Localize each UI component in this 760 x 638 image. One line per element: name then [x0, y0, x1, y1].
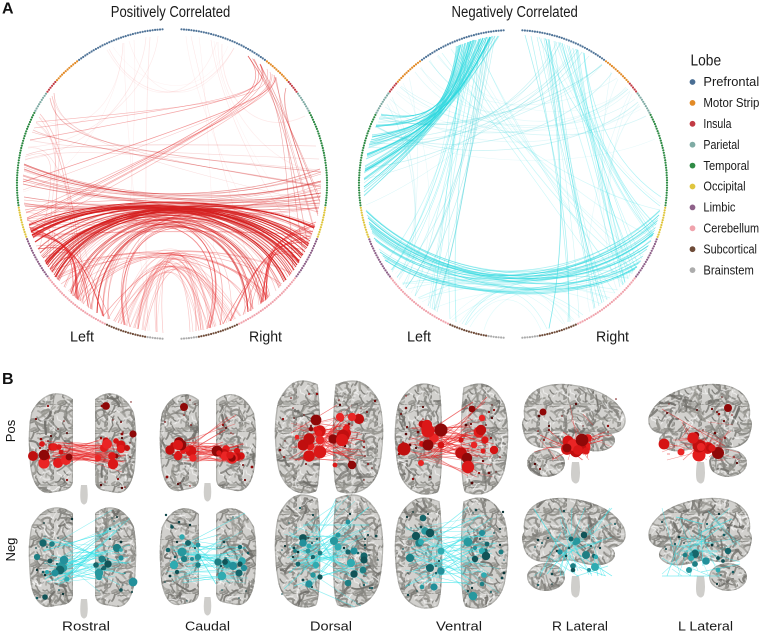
svg-text:Cerebellum: Cerebellum — [703, 221, 759, 236]
svg-text:Right: Right — [249, 329, 283, 346]
svg-text:Lobe: Lobe — [691, 53, 722, 70]
svg-text:Limbic: Limbic — [703, 200, 736, 215]
svg-text:Negatively Correlated: Negatively Correlated — [452, 4, 578, 21]
svg-text:Temporal: Temporal — [703, 158, 749, 173]
svg-text:Motor Strip: Motor Strip — [703, 95, 759, 110]
svg-text:Dorsal: Dorsal — [310, 620, 352, 634]
svg-text:Rostral: Rostral — [62, 620, 110, 634]
svg-text:Parietal: Parietal — [703, 137, 739, 152]
svg-text:Prefrontal: Prefrontal — [703, 74, 759, 89]
svg-text:Caudal: Caudal — [185, 620, 230, 634]
svg-text:Pos: Pos — [3, 419, 18, 442]
svg-text:Ventral: Ventral — [436, 620, 482, 634]
svg-text:B: B — [2, 371, 14, 388]
svg-text:A: A — [2, 1, 14, 18]
svg-text:Subcortical: Subcortical — [703, 241, 757, 256]
svg-text:Insula: Insula — [703, 116, 732, 131]
svg-text:Brainstem: Brainstem — [703, 262, 754, 277]
svg-text:Occipital: Occipital — [703, 179, 745, 194]
svg-text:R Lateral: R Lateral — [552, 620, 608, 634]
svg-text:L Lateral: L Lateral — [678, 620, 733, 634]
svg-text:Left: Left — [70, 329, 95, 346]
svg-text:Left: Left — [407, 329, 432, 346]
svg-text:Neg: Neg — [3, 538, 18, 562]
svg-text:Positively Correlated: Positively Correlated — [111, 4, 231, 21]
svg-text:Right: Right — [596, 329, 630, 346]
